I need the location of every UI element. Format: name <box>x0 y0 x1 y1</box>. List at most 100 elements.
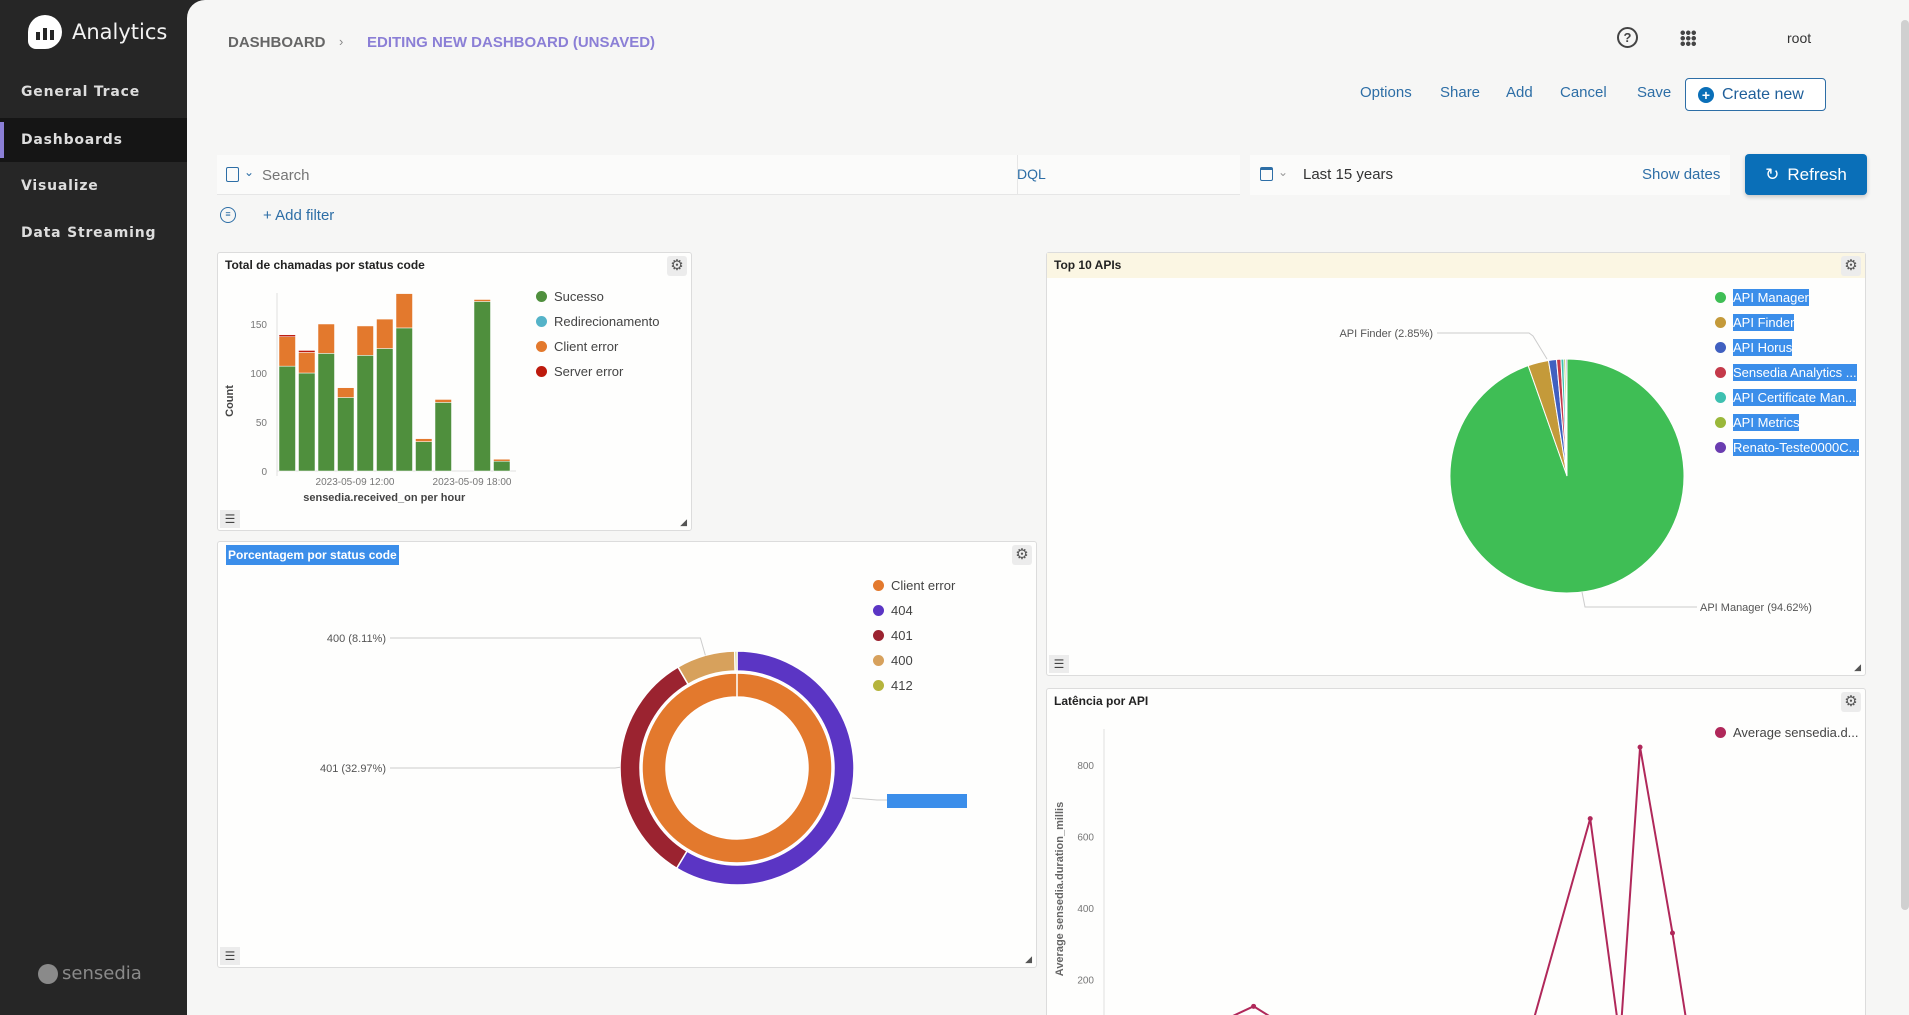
slice-label: 401 (32.97%) <box>320 763 386 775</box>
label-leader-line <box>1581 591 1697 608</box>
panel-porcentagem: Porcentagem por status code ⚙ 401 (32.97… <box>217 541 1037 968</box>
add-link[interactable]: Add <box>1506 84 1533 101</box>
legend-item[interactable]: 412 <box>873 678 913 693</box>
legend-item[interactable]: API Metrics <box>1715 414 1800 431</box>
gear-icon[interactable]: ⚙ <box>1012 545 1032 565</box>
panel-latencia: Latência por API ⚙ 200 400 600 800 Average s… <box>1046 688 1866 1015</box>
legend-dot-icon <box>536 341 547 352</box>
resize-handle-icon[interactable]: ◢ <box>680 517 687 527</box>
legend-item[interactable]: API Finder <box>1715 314 1795 331</box>
gear-icon[interactable]: ⚙ <box>667 256 687 276</box>
legend-item[interactable]: Average sensedia.d... <box>1715 725 1859 740</box>
dql-toggle[interactable]: DQL <box>1017 166 1046 182</box>
page-scrollbar[interactable] <box>1901 20 1909 910</box>
legend-label: API Certificate Man... <box>1733 389 1856 406</box>
create-new-button[interactable]: + Create new <box>1685 78 1826 111</box>
sidebar-item-dashboards[interactable]: Dashboards <box>0 118 187 162</box>
legend-dot-icon <box>1715 727 1726 738</box>
sidebar-item-visualize[interactable]: Visualize <box>21 178 99 194</box>
plus-circle-icon: + <box>1698 86 1714 103</box>
panel-title: Top 10 APIs <box>1054 258 1122 272</box>
gear-icon[interactable]: ⚙ <box>1841 256 1861 276</box>
legend-item[interactable]: Redirecionamento <box>536 314 660 329</box>
legend-item[interactable]: API Manager <box>1715 289 1809 306</box>
add-filter-link[interactable]: + Add filter <box>263 207 335 224</box>
help-icon[interactable]: ? <box>1617 27 1638 48</box>
gear-icon[interactable]: ⚙ <box>1841 692 1861 712</box>
user-menu[interactable]: root <box>1787 30 1812 46</box>
panel-title: Latência por API <box>1054 694 1149 708</box>
legend-item[interactable]: API Certificate Man... <box>1715 389 1856 406</box>
legend-item[interactable]: 400 <box>873 653 913 668</box>
sensedia-logo-icon <box>38 963 58 984</box>
legend-item[interactable]: Sensedia Analytics ... <box>1715 364 1857 381</box>
label-leader-line <box>851 797 887 801</box>
bar-sucesso <box>395 327 413 472</box>
bar-sucesso <box>376 348 394 472</box>
legend-item[interactable]: 401 <box>873 628 913 643</box>
legend-label: Client error <box>554 339 619 354</box>
legend-item[interactable]: Renato-Teste0000C... <box>1715 439 1860 456</box>
y-tick-label: 800 <box>1077 761 1094 772</box>
breadcrumb-current: EDITING NEW DASHBOARD (UNSAVED) <box>367 34 656 51</box>
legend-label: API Horus <box>1733 339 1793 356</box>
legend-label: Sucesso <box>554 289 604 304</box>
sidebar: Analytics General Trace Dashboards Visua… <box>0 0 187 1015</box>
show-dates-link[interactable]: Show dates <box>1642 166 1721 183</box>
bar-client-error <box>337 387 355 398</box>
legend-dot-icon <box>1715 367 1726 378</box>
selected-slice-label-highlight <box>887 794 967 808</box>
bar-client-error <box>298 352 316 374</box>
bar-sucesso <box>493 460 511 472</box>
legend-dot-icon <box>536 366 547 377</box>
sidebar-item-general-trace[interactable]: General Trace <box>21 84 141 100</box>
legend-label: 401 <box>891 628 913 643</box>
query-bar: ⌄ DQL <box>217 155 1240 195</box>
legend-toggle-icon[interactable]: ☰ <box>220 510 240 528</box>
refresh-icon: ↻ <box>1765 164 1780 184</box>
y-axis-title: Count <box>224 385 236 417</box>
chevron-down-icon[interactable]: ⌄ <box>1278 165 1289 179</box>
refresh-button[interactable]: ↻ Refresh <box>1745 154 1867 195</box>
cancel-link[interactable]: Cancel <box>1560 84 1607 101</box>
x-axis-title: sensedia.received_on per hour <box>303 492 466 504</box>
calendar-icon[interactable] <box>1260 167 1273 181</box>
app-logo[interactable]: Analytics <box>28 15 167 49</box>
refresh-label: Refresh <box>1787 164 1847 184</box>
legend-label: API Metrics <box>1733 414 1800 431</box>
data-point <box>1669 930 1675 936</box>
filter-icon[interactable]: ≡ <box>220 207 236 223</box>
legend-toggle-icon[interactable]: ☰ <box>220 947 240 965</box>
sidebar-item-data-streaming[interactable]: Data Streaming <box>21 225 157 241</box>
legend-dot-icon <box>873 655 884 666</box>
legend-item[interactable]: Client error <box>536 339 618 354</box>
chevron-down-icon[interactable]: ⌄ <box>244 165 255 179</box>
share-link[interactable]: Share <box>1440 84 1481 101</box>
legend-dot-icon <box>1715 317 1726 328</box>
legend-item[interactable]: Server error <box>536 364 623 379</box>
data-point <box>1251 1003 1257 1009</box>
save-link[interactable]: Save <box>1637 84 1672 101</box>
legend-item[interactable]: Client error <box>873 578 955 593</box>
saved-query-icon[interactable] <box>226 167 239 182</box>
legend-dot-icon <box>536 316 547 327</box>
resize-handle-icon[interactable]: ◢ <box>1025 954 1032 964</box>
date-picker: ⌄ Last 15 years Show dates <box>1250 155 1730 195</box>
legend-item[interactable]: 404 <box>873 603 913 618</box>
legend-item[interactable]: API Horus <box>1715 339 1793 356</box>
line-chart: 200 400 600 800 Average sensedia.duration_mi… <box>1054 729 1687 1015</box>
bar-client-error <box>278 336 296 367</box>
label-leader-line <box>1437 332 1548 360</box>
options-link[interactable]: Options <box>1360 84 1412 101</box>
time-range-label[interactable]: Last 15 years <box>1303 166 1394 183</box>
legend-dot-icon <box>536 291 547 302</box>
bar-server-error <box>278 334 296 337</box>
search-input[interactable] <box>262 160 1002 190</box>
legend-dot-icon <box>873 580 884 591</box>
legend-label: Average sensedia.d... <box>1733 725 1859 740</box>
breadcrumb-dashboard[interactable]: DASHBOARD <box>228 34 326 51</box>
legend-item[interactable]: Sucesso <box>536 289 604 304</box>
legend-toggle-icon[interactable]: ☰ <box>1049 655 1069 673</box>
apps-grid-icon[interactable] <box>1680 30 1696 46</box>
resize-handle-icon[interactable]: ◢ <box>1854 662 1861 672</box>
